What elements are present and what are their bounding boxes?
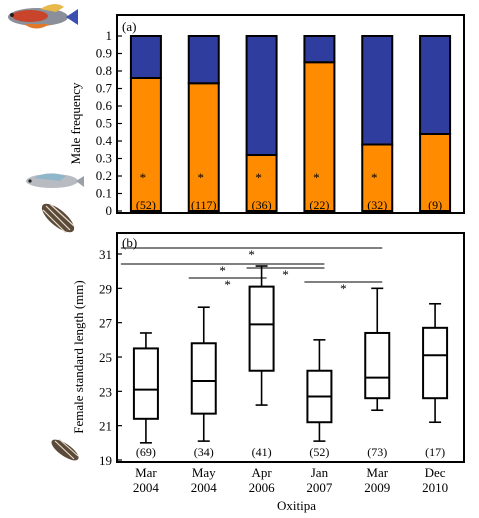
panel-a-significance-mark: *: [371, 170, 378, 185]
x-tick-label-year: 2009: [364, 480, 390, 495]
box-iqr: [190, 342, 217, 415]
panel-a-ytick-label: 0.5: [96, 116, 112, 131]
x-tick-label-month: Mar: [135, 465, 157, 480]
panel-a-label: (a): [122, 19, 136, 34]
panel-a-ytick-label: 0.4: [96, 133, 113, 148]
panel-b-box-plot: (b) 19 21 23 25 27 29 31 Female standard length …: [71, 232, 465, 513]
bar-segment-blue: [129, 35, 162, 79]
panel-b-frame: [116, 232, 465, 463]
x-tick-label-year: 2006: [249, 480, 276, 495]
x-tick-label-year: 2010: [422, 480, 448, 495]
x-tick-label-month: Jan: [311, 465, 329, 480]
box-iqr: [364, 331, 391, 400]
panel-b-ytick-label: 21: [99, 419, 112, 434]
panel-a-sample-size: (32): [367, 198, 387, 212]
panel-a-ytick-label: 0.3: [96, 151, 112, 166]
fish-illustration-male-colorful: [8, 3, 78, 29]
significance-mark: *: [219, 263, 226, 278]
bar-segment-orange: [187, 82, 220, 212]
panel-a-ytick-label: 0: [106, 203, 113, 218]
fish-illustration-male-grey: [26, 173, 84, 188]
panel-a-ylabel: Male frequency: [68, 82, 83, 164]
panel-a-ytick-label: 0.9: [96, 46, 112, 61]
panel-a-sample-size: (22): [309, 198, 329, 212]
panel-b-sample-size: (73): [367, 445, 387, 459]
panel-a-ytick-label: 0.7: [96, 81, 113, 96]
panel-a-ytick-label: 0.2: [96, 168, 112, 183]
panel-a-sample-size: (117): [191, 198, 217, 212]
bar-segment-blue: [245, 35, 278, 156]
panel-a-sample-size: (36): [252, 198, 272, 212]
bar-segment-blue: [361, 35, 394, 146]
x-tick-label-month: Mar: [366, 465, 388, 480]
panel-b-label: (b): [122, 235, 137, 250]
x-tick-label-month: Apr: [251, 465, 272, 480]
panel-a-frame: [116, 14, 465, 214]
panel-b-sample-size: (69): [136, 445, 156, 459]
bar-segment-blue: [303, 35, 336, 64]
panel-a-ytick-label: 1: [106, 28, 113, 43]
panel-b-sample-size: (41): [252, 445, 272, 459]
panel-a-ytick-label: 0.8: [96, 63, 112, 78]
panel-a-sample-size: (9): [428, 198, 442, 212]
box-iqr: [422, 326, 449, 400]
bar-segment-blue: [419, 35, 452, 135]
panel-a-significance-mark: *: [313, 170, 320, 185]
panel-b-ytick-label: 31: [99, 247, 112, 262]
panel-b-ytick-label: 25: [99, 350, 112, 365]
fish-illustration-female-striped-b: [51, 438, 79, 461]
panel-b-sample-size: (34): [194, 445, 214, 459]
panel-b-sample-size: (17): [425, 445, 445, 459]
panel-b-ytick-label: 23: [99, 384, 112, 399]
panel-b-ytick-label: 27: [99, 316, 113, 331]
panel-a-sample-size: (52): [136, 198, 156, 212]
x-tick-label-month: Dec: [425, 465, 446, 480]
significance-mark: *: [282, 267, 289, 282]
panel-a-ytick-label: 0.6: [96, 98, 113, 113]
fish-illustration-female-striped-a: [41, 203, 75, 234]
significance-mark: *: [224, 277, 231, 292]
panel-a-stacked-bar-chart: (a) 0 0.1 0.2 0.3 0.4 0.5 0.6 0.7 0.8 0.9 1 Male fre…: [68, 14, 465, 218]
bar-segment-orange: [129, 77, 162, 212]
panel-b-ytick-label: 19: [99, 453, 112, 468]
significance-mark: *: [340, 281, 347, 296]
x-tick-label-year: 2004: [133, 480, 160, 495]
panel-a-ytick-label: 0.1: [96, 186, 112, 201]
panel-b-ylabel: Female standard length (mm): [71, 280, 86, 433]
panel-a-significance-mark: *: [140, 170, 147, 185]
panel-b-sample-size: (52): [309, 445, 329, 459]
box-iqr: [132, 347, 159, 420]
x-tick-label-year: 2007: [306, 480, 333, 495]
panel-b-ytick-label: 29: [99, 281, 112, 296]
significance-mark: *: [248, 247, 255, 262]
bar-segment-orange: [303, 61, 336, 212]
x-tick-label-month: May: [192, 465, 216, 480]
bar-segment-blue: [187, 35, 220, 85]
panel-a-significance-mark: *: [198, 170, 205, 185]
x-tick-label-year: 2004: [191, 480, 218, 495]
box-iqr: [248, 285, 275, 372]
panel-a-significance-mark: *: [255, 170, 262, 185]
x-axis-label: Oxitipa: [277, 498, 316, 513]
